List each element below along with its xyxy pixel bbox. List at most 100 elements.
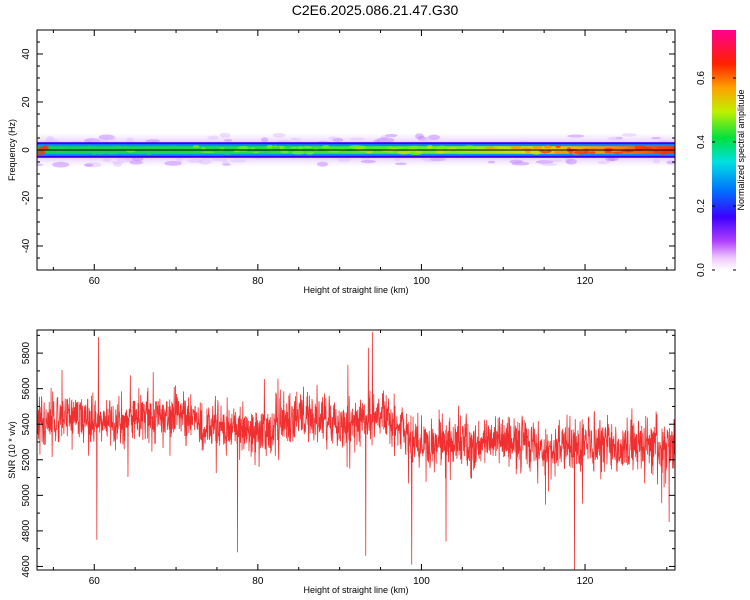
spectrogram-core-blob [258,150,272,154]
spectrogram-core-blob [521,147,532,151]
spectrogram-core-blob [305,151,315,155]
spectrogram-halo-blob [385,133,398,138]
spectrogram-halo-blob [348,137,365,141]
spectrogram-core-blob [435,150,447,154]
snr-panel: 60 80 100 120 5800560054005200500048004600 … [7,329,676,595]
snr-series-line [37,331,675,570]
snr-y-tick-label: 4800 [21,519,32,542]
spectrogram-core-blob [151,150,165,153]
spectrogram-core-blob [387,146,393,150]
spectrogram-x-tick-label: 60 [89,276,101,287]
spectrogram-core-blob [562,151,570,154]
snr-x-tick-label: 120 [577,576,594,587]
spectrogram-halo-blob [290,137,301,141]
spectrogram-halo-blob [211,158,227,162]
spectrogram-core-blob [634,145,646,150]
spectrogram-halo-blob [207,135,219,140]
spectrogram-halo-blob [546,159,563,162]
spectrogram-core-blob [554,151,564,154]
spectrogram-y-tick-label: 0 [21,147,32,153]
spectrogram-core-blob [589,151,596,155]
spectrogram-halo-blob [272,132,286,138]
spectrogram-core-blob [555,145,561,149]
spectrogram-halo-blob [317,161,329,167]
spectrogram-core-blob [302,146,313,149]
spectrogram-halo-blob [337,156,352,163]
spectrogram-y-tick-label: 20 [21,96,32,108]
snr-x-tick-label: 80 [252,576,264,587]
spectrogram-core-blob [388,151,394,154]
spectrogram-halo-blob [419,137,433,142]
spectrogram-halo-blob [487,160,496,164]
spectrogram-halo-blob [415,133,424,140]
spectrogram-halo-blob [376,137,395,143]
spectrogram-core-blob [82,150,95,154]
spectrogram-core-blob [106,151,119,155]
spectrogram-x-tick-label: 120 [577,276,594,287]
spectrogram-halo-blob [113,162,122,167]
colorbar-tick-label: 0.0 [696,263,707,277]
spectrogram-core-blob [656,146,664,149]
snr-x-tick-label: 60 [89,576,101,587]
spectrogram-y-tick-label: 40 [21,48,32,60]
spectrogram-core-blob [37,150,46,155]
spectrogram-halo-blob [565,158,577,165]
spectrogram-halo-blob [223,139,233,142]
spectrogram-x-tick-label: 100 [413,276,430,287]
snr-y-tick-label: 4600 [21,555,32,578]
spectrogram-y-ticks: 40 20 0 -20 -40 [21,29,675,271]
spectrogram-core-blob [455,151,468,155]
spectrogram-core-blob [92,146,97,149]
spectrogram-halo-blob [145,139,161,143]
spectrogram-core-blob [271,146,281,151]
spectrogram-halo-blob [46,136,54,142]
spectrogram-core-blob [168,145,179,149]
spectrogram-halo-blob [276,139,292,143]
spectrogram-panel: 60 80 100 120 40 20 0 -20 -40 Height of straigh… [7,29,676,295]
snr-frame [36,329,676,571]
snr-plot-area [37,331,675,570]
spectrogram-y-axis-label: Frequency (Hz) [7,119,17,181]
spectrogram-y-tick-label: -20 [21,190,32,205]
spectrogram-core-blob [408,145,420,148]
snr-y-ticks: 5800 5600 5400 5200 5000 4800 4600 [21,334,675,578]
spectrogram-halo-blob [651,137,662,140]
spectrogram-core-blob [612,151,624,154]
spectrogram-halo-blob [229,159,246,163]
spectrogram-core-blob [531,150,542,155]
spectrogram-halo-blob [37,163,44,167]
spectrogram-core-blob [297,146,303,150]
spectrogram-halo-blob [653,159,661,164]
spectrogram-core-blob [397,150,411,155]
spectrogram-core-blob [113,145,123,149]
spectrogram-halo-blob [597,160,610,165]
spectrogram-core-blob [212,147,222,150]
spectrogram-core-blob [625,150,632,153]
spectrogram-core-blob [414,151,424,154]
snr-x-ticks: 60 80 100 120 [52,330,668,587]
spectrogram-core-blob [661,151,668,153]
spectrogram-halo-blob [395,162,407,166]
spectrogram-core-blob [436,145,448,150]
spectrogram-halo-blob [260,137,269,143]
spectrogram-core-blob [87,145,92,148]
spectrogram-core-blob [59,151,71,154]
colorbar: 0.0 0.2 0.4 0.6 Normalized spectral amplitu… [696,30,746,277]
spectrogram-core-blob [573,150,587,155]
spectrogram-halo-blob [509,159,524,164]
snr-x-tick-label: 100 [413,576,430,587]
spectrogram-halo-blob [164,160,182,166]
spectrogram-core-blob [587,147,598,152]
spectrogram-halo-blob [328,136,338,140]
spectrogram-core-blob [510,146,522,150]
spectrogram-halo-blob [621,133,637,137]
spectrogram-halo-blob [129,160,144,165]
spectrogram-halo-blob [83,163,94,167]
spectrogram-halo-blob [125,137,135,143]
spectrogram-core-blob [356,145,367,149]
spectrogram-halo-blob [107,136,116,141]
spectrogram-halo-blob [103,158,112,163]
spectrogram-core-blob [201,151,215,154]
spectrogram-y-tick-label: -40 [21,238,32,253]
spectrogram-halo-blob [198,158,212,165]
